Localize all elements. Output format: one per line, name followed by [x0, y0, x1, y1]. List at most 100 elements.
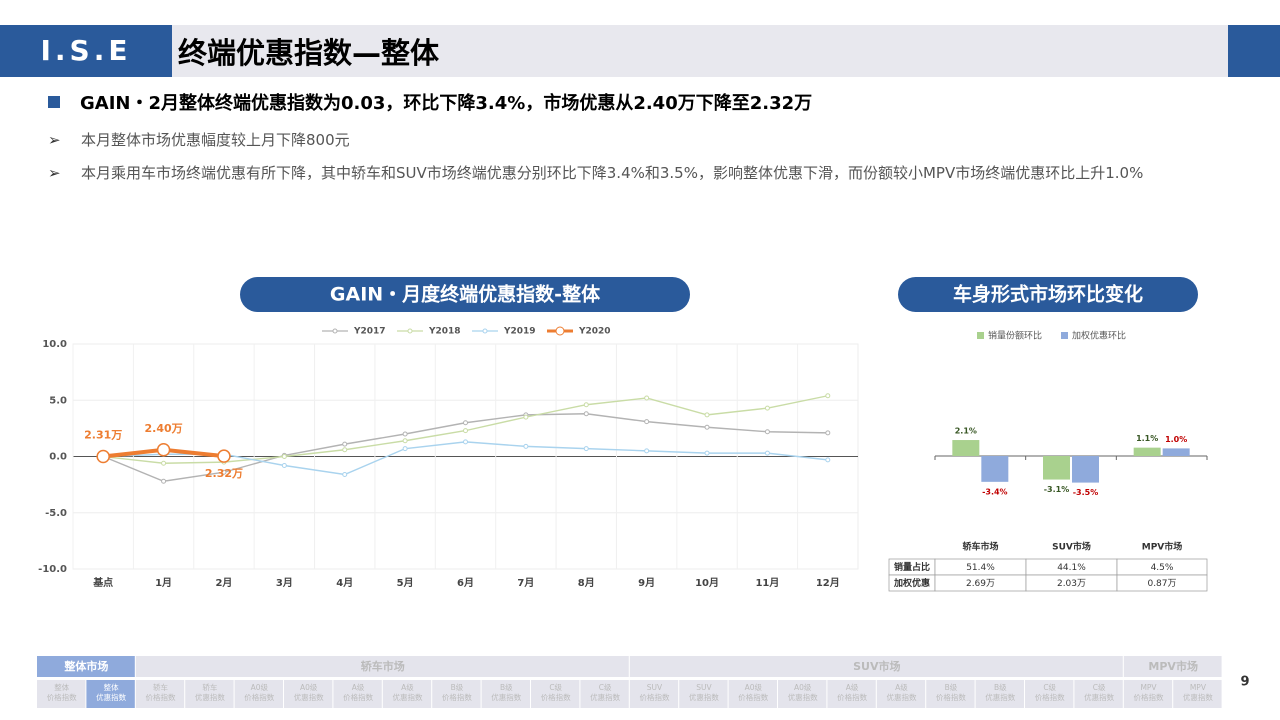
- nav-tab[interactable]: [1025, 680, 1074, 708]
- table-header: MPV市场: [1142, 541, 1183, 553]
- nav-tab[interactable]: [629, 680, 679, 708]
- header-band: [0, 25, 1228, 77]
- data-point: [463, 428, 468, 434]
- data-point: [523, 443, 529, 449]
- nav-tab-label: A级: [895, 682, 908, 692]
- table-cell: [1116, 574, 1208, 592]
- nav-tab-label: A0级: [300, 682, 318, 692]
- nav-tab-label: 优惠指数: [887, 692, 917, 702]
- nav-tab-label: SUV: [696, 683, 712, 692]
- nav-tab-label: SUV: [647, 683, 663, 692]
- legend-marker: [407, 328, 413, 334]
- legend-label: Y2019: [503, 327, 536, 337]
- page-number: 9: [1240, 675, 1249, 690]
- nav-tab[interactable]: [135, 680, 185, 708]
- nav-tab-label: C级: [1043, 682, 1056, 692]
- nav-tab[interactable]: [1074, 680, 1123, 708]
- nav-tab[interactable]: [234, 680, 283, 708]
- nav-tab[interactable]: [185, 680, 234, 708]
- nav-tab[interactable]: [728, 680, 777, 708]
- x-tick-label: 7月: [517, 577, 534, 589]
- nav-tab-label: 价格指数: [936, 692, 966, 702]
- x-tick-label: 9月: [638, 577, 655, 589]
- nav-tab[interactable]: [580, 680, 629, 708]
- nav-tab-label: 轿车: [153, 682, 168, 692]
- legend-swatch: [977, 332, 984, 339]
- nav-tab-label: A级: [352, 682, 365, 692]
- sub-bullet-text: 本月整体市场优惠幅度较上月下降800元: [81, 131, 350, 149]
- data-point: [402, 438, 408, 444]
- nav-tab[interactable]: [86, 680, 135, 708]
- nav-tab[interactable]: [531, 680, 580, 708]
- slide-title: 终端优惠指数—整体: [178, 36, 440, 70]
- nav-tab[interactable]: [679, 680, 728, 708]
- table-text: 2.69万: [966, 579, 995, 589]
- nav-tab-label: A级: [846, 682, 859, 692]
- nav-tab-label: 优惠指数: [590, 692, 620, 702]
- nav-group[interactable]: [629, 656, 1123, 677]
- nav-tab[interactable]: [975, 680, 1024, 708]
- nav-tab-label: 价格指数: [541, 692, 571, 702]
- main-bullet-text: GAIN・2月整体终端优惠指数为0.03，环比下降3.4%，市场优惠从2.40万…: [80, 93, 813, 114]
- nav-tab-label: 优惠指数: [689, 692, 719, 702]
- nav-tab-label: 优惠指数: [491, 692, 521, 702]
- data-point: [764, 429, 770, 435]
- bar: [1162, 448, 1190, 456]
- nav-tab[interactable]: [284, 680, 333, 708]
- table-text: 44.1%: [1057, 563, 1086, 573]
- table-text: 0.87万: [1147, 579, 1176, 589]
- nav-tab-label: 优惠指数: [393, 692, 423, 702]
- legend-marker: [555, 326, 565, 336]
- nav-tab-label: A0级: [745, 682, 763, 692]
- legend-label: 加权优惠环比: [1072, 330, 1126, 342]
- nav-tab[interactable]: [333, 680, 382, 708]
- data-point: [704, 450, 710, 456]
- logo: I.S.E: [0, 25, 172, 77]
- nav-tab[interactable]: [37, 680, 86, 708]
- nav-tab[interactable]: [382, 680, 432, 708]
- data-point: [825, 393, 831, 399]
- nav-tab-label: MPV: [1190, 683, 1207, 692]
- main-bullet: GAIN・2月整体终端优惠指数为0.03，环比下降3.4%，市场优惠从2.40万…: [48, 92, 812, 116]
- annotation: 2.40万: [145, 422, 183, 435]
- nav-tab-label: 价格指数: [343, 692, 373, 702]
- nav-group[interactable]: [37, 656, 135, 677]
- nav-tab[interactable]: [481, 680, 530, 708]
- nav-tab-label: B级: [994, 682, 1007, 692]
- x-tick-label: 5月: [397, 577, 414, 589]
- nav-tab[interactable]: [876, 680, 926, 708]
- bar: [1072, 456, 1099, 483]
- data-point: [96, 449, 110, 464]
- data-point: [463, 420, 468, 426]
- table-text: 2.03万: [1057, 579, 1086, 589]
- y-tick-label: 10.0: [42, 339, 67, 350]
- nav-tab[interactable]: [432, 680, 481, 708]
- x-tick-label: 3月: [276, 577, 293, 589]
- data-point: [161, 460, 167, 466]
- nav-tab-label: A级: [401, 682, 414, 692]
- data-point: [463, 439, 468, 445]
- nav-group[interactable]: [135, 656, 629, 677]
- value-label: -3.5%: [1073, 488, 1099, 497]
- data-point: [221, 469, 227, 475]
- nav-tab[interactable]: [1123, 680, 1173, 708]
- nav-tab-label: B级: [451, 682, 464, 692]
- nav-tab-label: 价格指数: [738, 692, 768, 702]
- legend-marker: [482, 328, 488, 334]
- nav-group[interactable]: [1123, 656, 1222, 677]
- data-point: [764, 405, 770, 411]
- data-point: [342, 441, 348, 447]
- data-point: [644, 448, 650, 454]
- nav-tab[interactable]: [1173, 680, 1222, 708]
- legend-swatch: [1061, 332, 1068, 339]
- y-tick-label: 5.0: [49, 395, 67, 406]
- data-point: [583, 411, 589, 417]
- nav-tab[interactable]: [778, 680, 827, 708]
- nav-tab-label: 价格指数: [1134, 692, 1164, 702]
- bar: [952, 440, 980, 456]
- header-block: [1228, 25, 1280, 77]
- nav-tab[interactable]: [827, 680, 876, 708]
- nav-group-label: 轿车市场: [361, 659, 405, 673]
- nav-tab-label: B级: [500, 682, 513, 692]
- nav-tab[interactable]: [926, 680, 975, 708]
